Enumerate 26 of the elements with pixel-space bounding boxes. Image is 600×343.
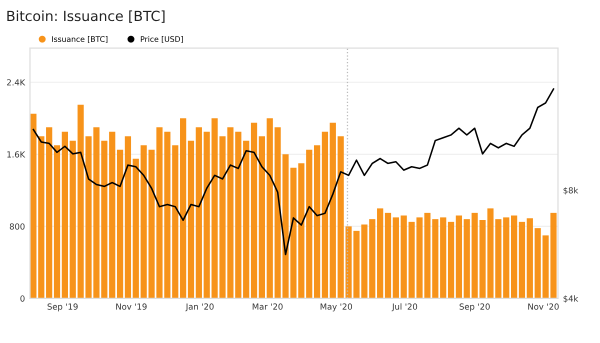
bar bbox=[416, 217, 423, 298]
chart-title: Bitcoin: Issuance [BTC] bbox=[7, 10, 165, 23]
x-tick-label: Sep '20 bbox=[460, 303, 490, 312]
x-tick-label: Nov '19 bbox=[116, 303, 147, 310]
y2-tick-label: $4k bbox=[564, 295, 578, 303]
y-tick-label: 0 bbox=[20, 295, 25, 302]
x-tick-label: Sep '19 bbox=[48, 303, 78, 312]
y-tick-label: 1.6K bbox=[7, 151, 26, 158]
bar bbox=[250, 122, 258, 298]
y-tick-label: 2.4K bbox=[7, 79, 26, 86]
x-tick-label: Jan '20 bbox=[185, 303, 214, 312]
y-tick-label: 800 bbox=[10, 223, 25, 230]
bar bbox=[188, 140, 194, 298]
bar bbox=[384, 212, 392, 298]
bar bbox=[54, 145, 60, 298]
x-tick-label: Jul '20 bbox=[392, 303, 418, 312]
bar bbox=[353, 230, 360, 298]
y2-tick-label: $8k bbox=[564, 187, 578, 195]
x-tick-label: May '20 bbox=[320, 303, 352, 312]
bar bbox=[219, 136, 226, 298]
x-tick-label: Mar '20 bbox=[252, 303, 283, 310]
line-series bbox=[32, 88, 554, 256]
bar bbox=[550, 212, 557, 298]
bar bbox=[156, 127, 163, 298]
bar bbox=[518, 222, 526, 298]
x-tick-label: Nov '20 bbox=[528, 303, 559, 310]
